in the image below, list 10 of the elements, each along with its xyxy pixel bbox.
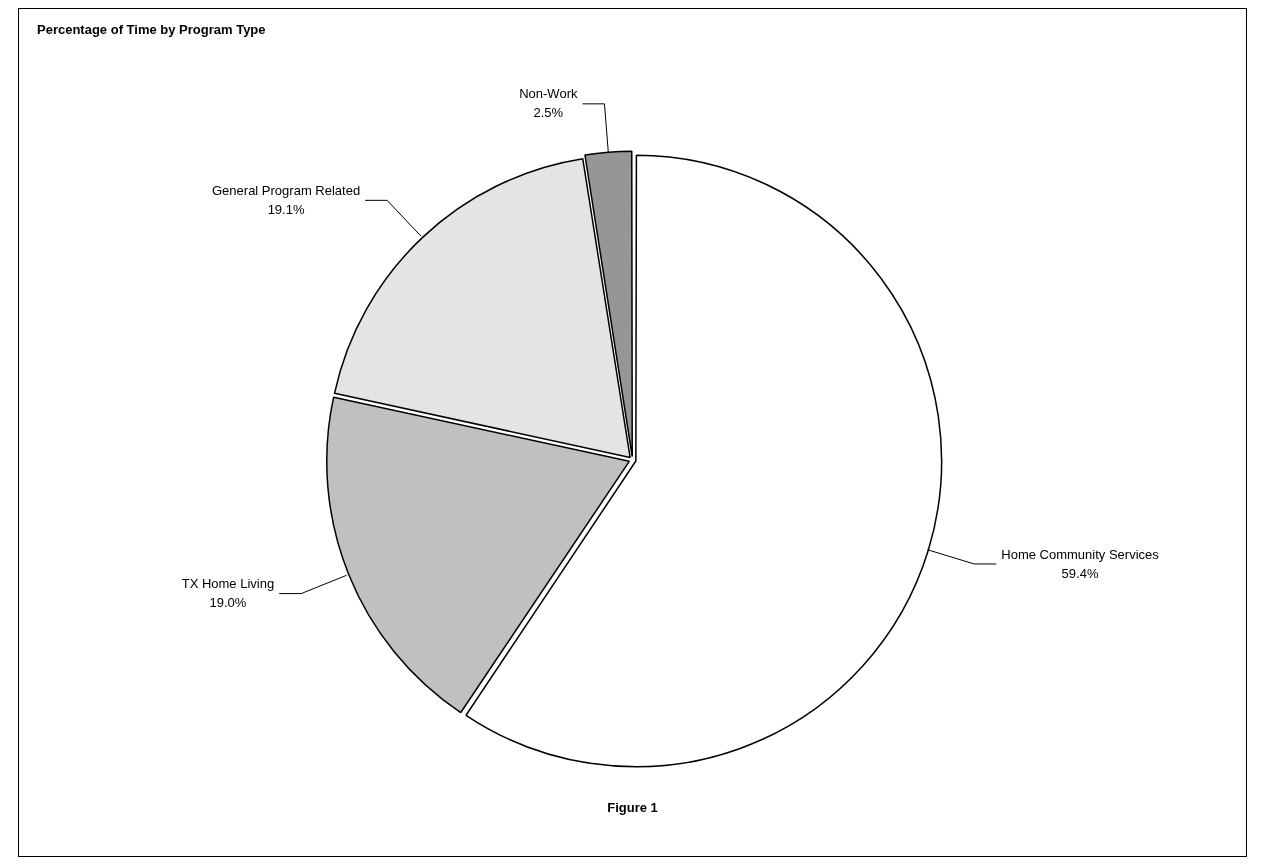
data-label: 59.4% — [1061, 565, 1099, 581]
slice-label: TX Home Living — [181, 576, 275, 592]
data-label: 2.5% — [533, 105, 564, 121]
slice-label: General Program Related — [211, 182, 361, 198]
caption: Figure 1 — [606, 800, 659, 815]
slice-label: Non-Work — [519, 86, 578, 102]
data-label: 19.1% — [267, 201, 305, 217]
data-label: 19.0% — [209, 595, 247, 611]
slice-label: Home Community Services — [1001, 546, 1160, 562]
chart-title: Percentage of Time by Program Type — [37, 22, 266, 37]
